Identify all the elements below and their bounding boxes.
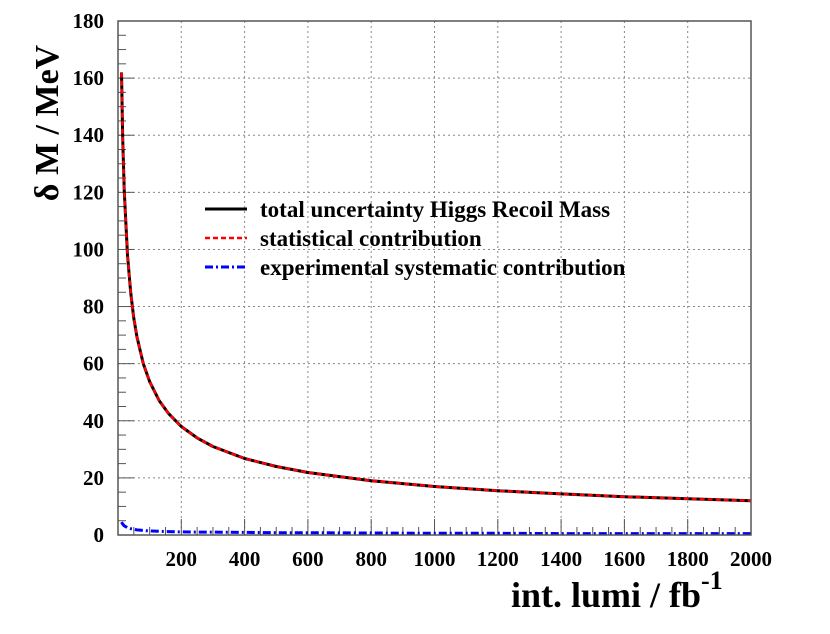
x-tick-label: 400 bbox=[229, 547, 261, 571]
y-tick-label: 100 bbox=[73, 237, 105, 261]
ticks bbox=[117, 20, 752, 536]
x-tick-label: 200 bbox=[166, 547, 198, 571]
y-tick-label: 140 bbox=[73, 123, 105, 147]
grid bbox=[118, 21, 751, 535]
y-tick-label: 60 bbox=[83, 352, 104, 376]
series-line-1 bbox=[120, 72, 752, 503]
x-axis-label: int. lumi / fb-1 bbox=[511, 566, 723, 615]
y-tick-label: 160 bbox=[73, 66, 105, 90]
x-tick-label: 1000 bbox=[414, 547, 456, 571]
y-tick-label: 40 bbox=[83, 409, 104, 433]
y-tick-label: 120 bbox=[73, 180, 105, 204]
x-tick-label: 2000 bbox=[730, 547, 772, 571]
legend-label: experimental systematic contribution bbox=[260, 255, 626, 280]
series-line-3 bbox=[120, 521, 751, 536]
curves bbox=[120, 72, 752, 536]
x-axis-label-main: int. lumi / fb bbox=[511, 575, 701, 615]
legend: total uncertainty Higgs Recoil Mass stati… bbox=[205, 197, 626, 280]
x-tick-label: 600 bbox=[292, 547, 324, 571]
y-tick-label: 180 bbox=[73, 9, 105, 33]
x-tick-label: 1800 bbox=[667, 547, 709, 571]
legend-label: total uncertainty Higgs Recoil Mass bbox=[260, 197, 610, 222]
legend-label: statistical contribution bbox=[260, 226, 482, 251]
y-tick-label: 0 bbox=[94, 523, 105, 547]
x-tick-label: 1600 bbox=[603, 547, 645, 571]
y-tick-label: 20 bbox=[83, 466, 104, 490]
y-axis-label: δ M / MeV bbox=[29, 44, 66, 201]
x-tick-label: 1400 bbox=[540, 547, 582, 571]
tick-labels: 200 400 600 800 1000 1200 1400 1600 1800 2000 0 20 4… bbox=[73, 9, 773, 571]
x-axis-label-superscript: -1 bbox=[701, 566, 723, 595]
series-line-2 bbox=[120, 72, 752, 502]
y-tick-label: 80 bbox=[83, 295, 104, 319]
x-tick-label: 1200 bbox=[477, 547, 519, 571]
plot-frame bbox=[117, 20, 752, 536]
x-tick-label: 800 bbox=[355, 547, 387, 571]
